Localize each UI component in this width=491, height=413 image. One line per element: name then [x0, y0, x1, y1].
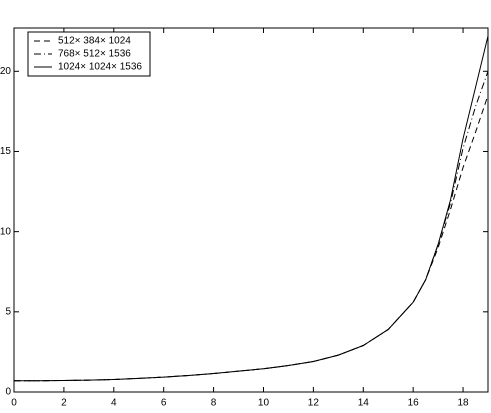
- axes-box: [13, 27, 489, 393]
- y-tick-label: 20: [0, 66, 11, 77]
- x-tick-label: 4: [111, 398, 117, 408]
- y-tick-label: 10: [0, 226, 11, 237]
- series-line: [14, 35, 489, 382]
- series-line: [14, 95, 489, 382]
- x-tick-label: 12: [308, 398, 320, 408]
- x-tick-label: 14: [358, 398, 370, 408]
- x-tick-label: 8: [211, 398, 217, 408]
- y-tick-label: 0: [5, 387, 11, 398]
- legend-label: 768× 512× 1536: [58, 49, 131, 60]
- legend-label: 512× 384× 1024: [58, 36, 131, 47]
- x-tick-label: 18: [457, 398, 469, 408]
- series-line: [14, 71, 489, 382]
- x-tick-label: 16: [408, 398, 420, 408]
- x-tick-label: 2: [61, 398, 67, 408]
- y-tick-label: 5: [5, 306, 11, 317]
- x-tick-label: 10: [258, 398, 270, 408]
- x-tick-label: 6: [161, 398, 167, 408]
- legend-label: 1024× 1024× 1536: [58, 62, 142, 73]
- x-tick-label: 0: [11, 398, 17, 408]
- y-tick-label: 15: [0, 146, 11, 157]
